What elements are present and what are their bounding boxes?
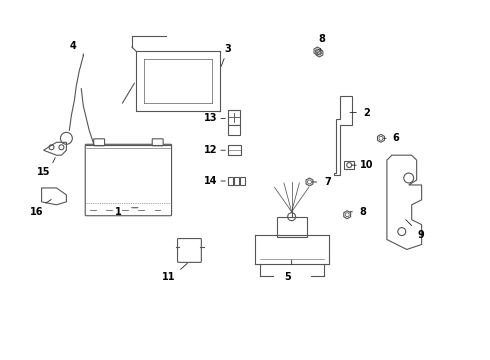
- FancyBboxPatch shape: [85, 144, 172, 216]
- Bar: [228, 145, 241, 155]
- Text: 1: 1: [115, 207, 122, 217]
- Text: 4: 4: [70, 41, 77, 51]
- Text: 7: 7: [324, 177, 331, 187]
- Text: 13: 13: [203, 113, 217, 123]
- Text: 8: 8: [360, 207, 367, 217]
- Text: 16: 16: [30, 207, 44, 217]
- Bar: [228, 125, 240, 135]
- Text: 8: 8: [318, 34, 325, 44]
- Text: 12: 12: [203, 145, 217, 155]
- Text: 15: 15: [37, 167, 50, 177]
- Bar: [240, 177, 245, 185]
- FancyBboxPatch shape: [94, 139, 104, 146]
- Bar: [234, 177, 239, 185]
- Text: 5: 5: [284, 272, 291, 282]
- Bar: [228, 177, 233, 185]
- Text: 14: 14: [203, 176, 217, 186]
- Text: 6: 6: [392, 133, 399, 143]
- Text: 9: 9: [417, 230, 424, 239]
- FancyBboxPatch shape: [177, 239, 201, 262]
- Bar: [344, 161, 354, 169]
- Text: 10: 10: [360, 160, 374, 170]
- Text: 2: 2: [364, 108, 370, 117]
- Text: 11: 11: [162, 272, 175, 282]
- Bar: [228, 109, 240, 125]
- Bar: [277, 217, 307, 237]
- Text: 3: 3: [225, 44, 231, 54]
- FancyBboxPatch shape: [152, 139, 163, 146]
